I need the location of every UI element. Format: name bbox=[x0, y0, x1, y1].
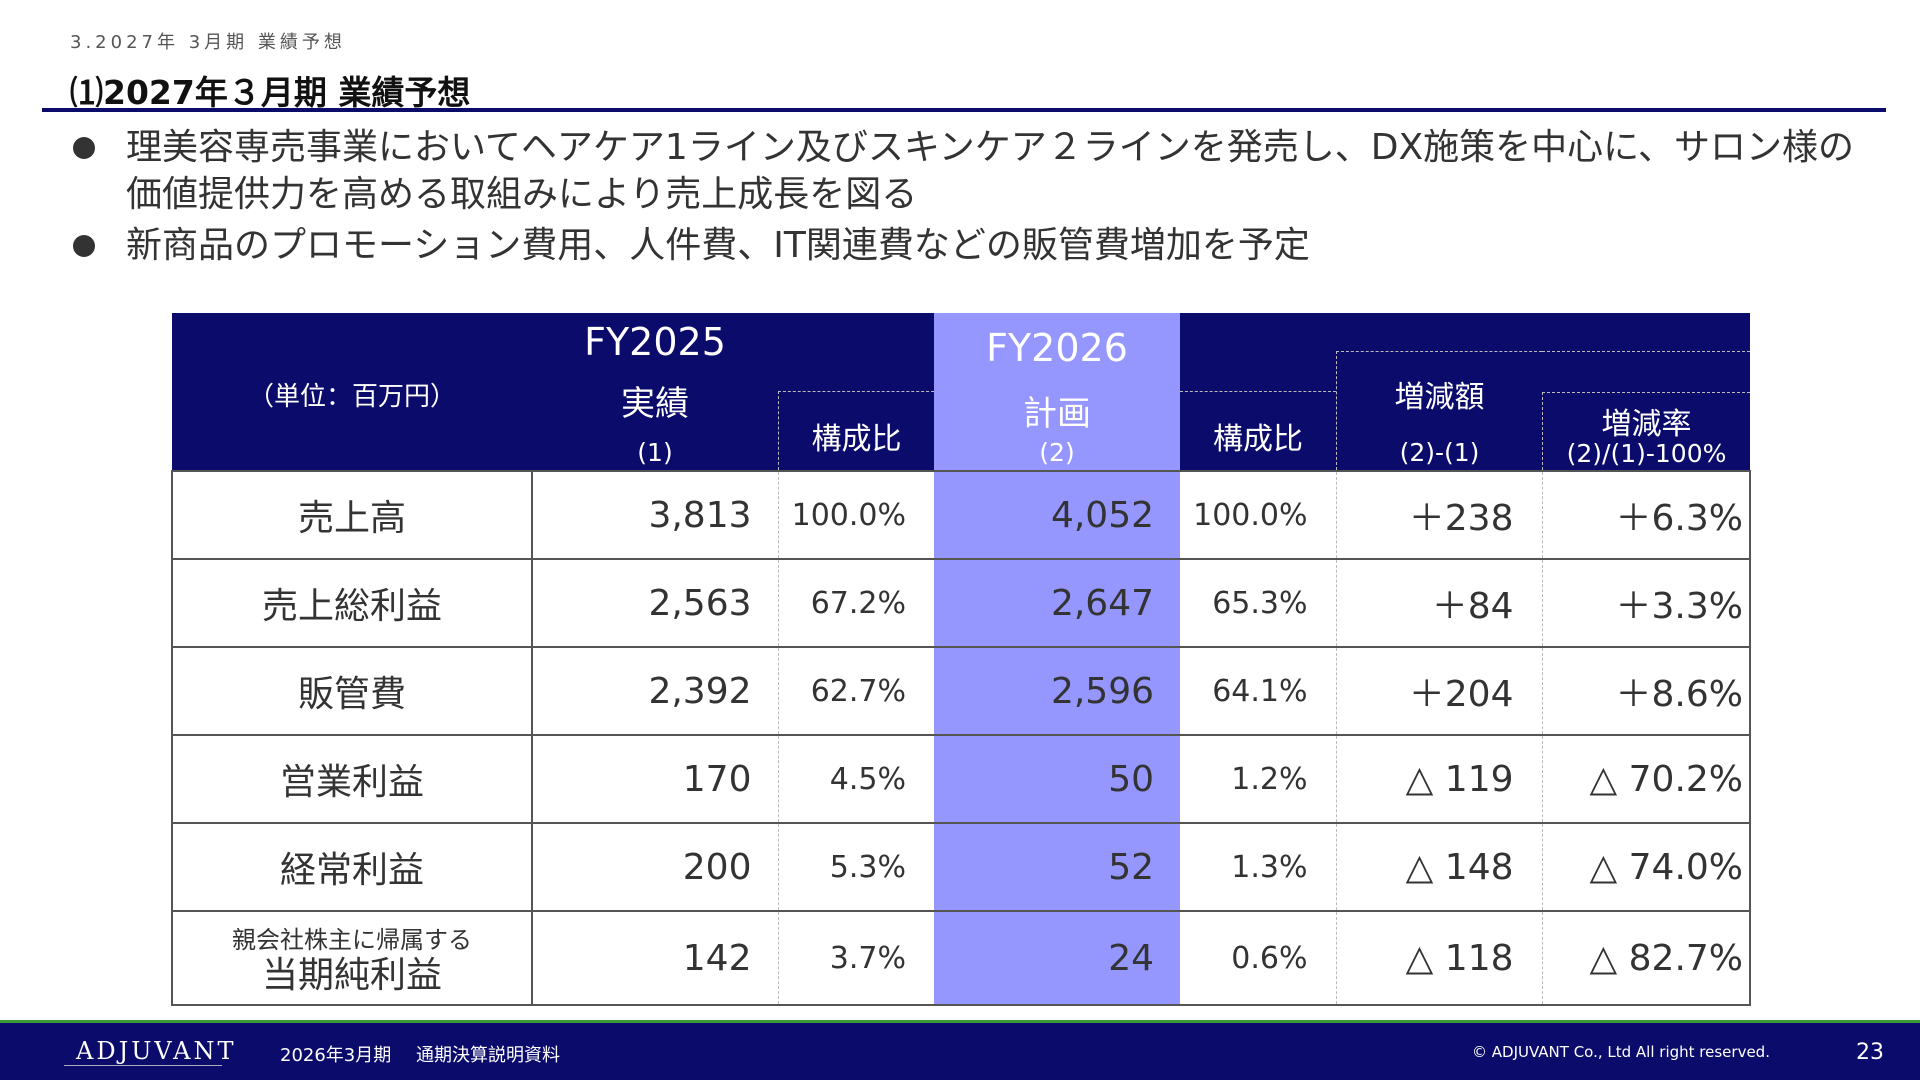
fy2026-header-cell: FY2026 計画 (2) bbox=[934, 313, 1180, 471]
change-value: ＋238 bbox=[1335, 470, 1542, 559]
row-item: 親会社株主に帰属する 当期純利益 bbox=[171, 910, 533, 1006]
bullet-text: 理美容専売事業においてヘアケア1ライン及びスキンケア２ラインを発売し、DX施策を… bbox=[126, 127, 1855, 215]
page-title: ⑴2027年３月期 業績予想 bbox=[70, 73, 471, 112]
change-header-cell: 増減額 (2)-(1) bbox=[1336, 313, 1542, 471]
rate-header-cell: 増減率 (2)/(1)-100% bbox=[1542, 313, 1750, 471]
change-value: △ 119 bbox=[1335, 734, 1542, 823]
footer-copyright: © ADJUVANT Co., Ltd All right reserved. bbox=[1472, 1043, 1770, 1061]
fy2025-num: (1) bbox=[637, 437, 673, 467]
fy2025-ratio: 67.2% bbox=[777, 558, 934, 647]
fy2026-ratio-header-cell: 構成比 bbox=[1180, 313, 1336, 471]
rate-formula: (2)/(1)-100% bbox=[1566, 439, 1727, 468]
table-row: 販管費 2,392 62.7% 2,596 64.1% ＋204 ＋8.6% bbox=[171, 646, 1751, 735]
table-row: 経常利益 200 5.3% 52 1.3% △ 148 △ 74.0% bbox=[171, 822, 1751, 911]
table-row: 売上高 3,813 100.0% 4,052 100.0% ＋238 ＋6.3% bbox=[171, 470, 1751, 559]
fy2026-ratio: 1.3% bbox=[1180, 822, 1336, 911]
bullet-icon bbox=[73, 137, 95, 159]
row-item-prefix: 親会社株主に帰属する bbox=[232, 926, 472, 954]
bullet-item: 新商品のプロモーション費用、人件費、IT関連費などの販管費増加を予定 bbox=[70, 222, 1870, 269]
change-formula: (2)-(1) bbox=[1399, 438, 1480, 467]
bullet-text: 新商品のプロモーション費用、人件費、IT関連費などの販管費増加を予定 bbox=[126, 225, 1310, 266]
change-value: ＋204 bbox=[1335, 646, 1542, 735]
fy2026-ratio: 100.0% bbox=[1180, 470, 1336, 559]
fy2025-header-cell: FY2025 実績 (1) bbox=[532, 313, 778, 471]
rate-value: △ 82.7% bbox=[1541, 910, 1751, 1006]
change-value: △ 118 bbox=[1335, 910, 1542, 1006]
row-item: 経常利益 bbox=[171, 822, 533, 911]
fy2025-ratio-label: 構成比 bbox=[811, 422, 902, 457]
bullet-icon bbox=[73, 235, 95, 257]
fy2026-value: 52 bbox=[934, 822, 1180, 911]
row-item: 売上高 bbox=[171, 470, 533, 559]
fy2025-ratio: 100.0% bbox=[777, 470, 934, 559]
fy2025-value: 170 bbox=[532, 734, 778, 823]
fy2026-value: 4,052 bbox=[934, 470, 1180, 559]
row-item: 営業利益 bbox=[171, 734, 533, 823]
table-row: 売上総利益 2,563 67.2% 2,647 65.3% ＋84 ＋3.3% bbox=[171, 558, 1751, 647]
fy2025-label: 実績 bbox=[621, 383, 689, 424]
fy2025-value: 3,813 bbox=[532, 470, 778, 559]
title-divider bbox=[42, 108, 1886, 112]
fy2026-value: 24 bbox=[934, 910, 1180, 1006]
change-value: △ 148 bbox=[1335, 822, 1542, 911]
fy2025-ratio: 5.3% bbox=[777, 822, 934, 911]
fy2026-ratio: 65.3% bbox=[1180, 558, 1336, 647]
change-label: 増減額 bbox=[1394, 380, 1485, 415]
table-header-row: （単位：百万円） FY2025 実績 (1) 構成比 FY2026 計画 (2)… bbox=[172, 313, 1750, 471]
table-row: 営業利益 170 4.5% 50 1.2% △ 119 △ 70.2% bbox=[171, 734, 1751, 823]
page-number: 23 bbox=[1856, 1040, 1884, 1065]
unit-header-cell: （単位：百万円） bbox=[172, 313, 532, 471]
rate-value: ＋8.6% bbox=[1541, 646, 1751, 735]
fy2026-value: 2,647 bbox=[934, 558, 1180, 647]
row-item: 販管費 bbox=[171, 646, 533, 735]
breadcrumb: 3.2027年 3月期 業績予想 bbox=[70, 32, 346, 53]
unit-label: （単位：百万円） bbox=[247, 381, 456, 412]
fy2026-label: 計画 bbox=[1023, 393, 1091, 434]
footer-period: 2026年3月期 bbox=[280, 1045, 392, 1066]
fy2025-ratio-header-cell: 構成比 bbox=[778, 313, 934, 471]
change-value: ＋84 bbox=[1335, 558, 1542, 647]
fy2025-year: FY2025 bbox=[584, 319, 726, 364]
rate-label: 増減率 bbox=[1601, 407, 1692, 442]
fy2025-ratio: 62.7% bbox=[777, 646, 934, 735]
table-row: 親会社株主に帰属する 当期純利益 142 3.7% 24 0.6% △ 118 … bbox=[171, 910, 1751, 1006]
fy2025-ratio: 3.7% bbox=[777, 910, 934, 1006]
fy2026-ratio: 1.2% bbox=[1180, 734, 1336, 823]
fy2026-num: (2) bbox=[1039, 437, 1075, 467]
logo-underline bbox=[64, 1065, 222, 1066]
rate-value: △ 74.0% bbox=[1541, 822, 1751, 911]
fy2025-value: 200 bbox=[532, 822, 778, 911]
fy2025-value: 2,563 bbox=[532, 558, 778, 647]
footer-bar: ADJUVANT 2026年3月期 通期決算説明資料 © ADJUVANT Co… bbox=[0, 1020, 1920, 1080]
fy2026-value: 50 bbox=[934, 734, 1180, 823]
rate-value: ＋3.3% bbox=[1541, 558, 1751, 647]
fy2025-value: 2,392 bbox=[532, 646, 778, 735]
fy2026-year: FY2026 bbox=[986, 325, 1128, 370]
bullet-list: 理美容専売事業においてヘアケア1ライン及びスキンケア２ラインを発売し、DX施策を… bbox=[70, 124, 1870, 269]
rate-value: ＋6.3% bbox=[1541, 470, 1751, 559]
rate-value: △ 70.2% bbox=[1541, 734, 1751, 823]
footer-doc-title: 通期決算説明資料 bbox=[416, 1045, 560, 1066]
forecast-table: （単位：百万円） FY2025 実績 (1) 構成比 FY2026 計画 (2)… bbox=[171, 313, 1751, 1006]
fy2025-value: 142 bbox=[532, 910, 778, 1006]
fy2026-ratio: 64.1% bbox=[1180, 646, 1336, 735]
bullet-item: 理美容専売事業においてヘアケア1ライン及びスキンケア２ラインを発売し、DX施策を… bbox=[70, 124, 1870, 218]
fy2026-ratio: 0.6% bbox=[1180, 910, 1336, 1006]
fy2026-ratio-label: 構成比 bbox=[1213, 422, 1303, 457]
fy2025-ratio: 4.5% bbox=[777, 734, 934, 823]
row-item: 売上総利益 bbox=[171, 558, 533, 647]
fy2026-value: 2,596 bbox=[934, 646, 1180, 735]
row-item-label: 当期純利益 bbox=[261, 955, 442, 996]
company-logo: ADJUVANT bbox=[76, 1037, 237, 1065]
